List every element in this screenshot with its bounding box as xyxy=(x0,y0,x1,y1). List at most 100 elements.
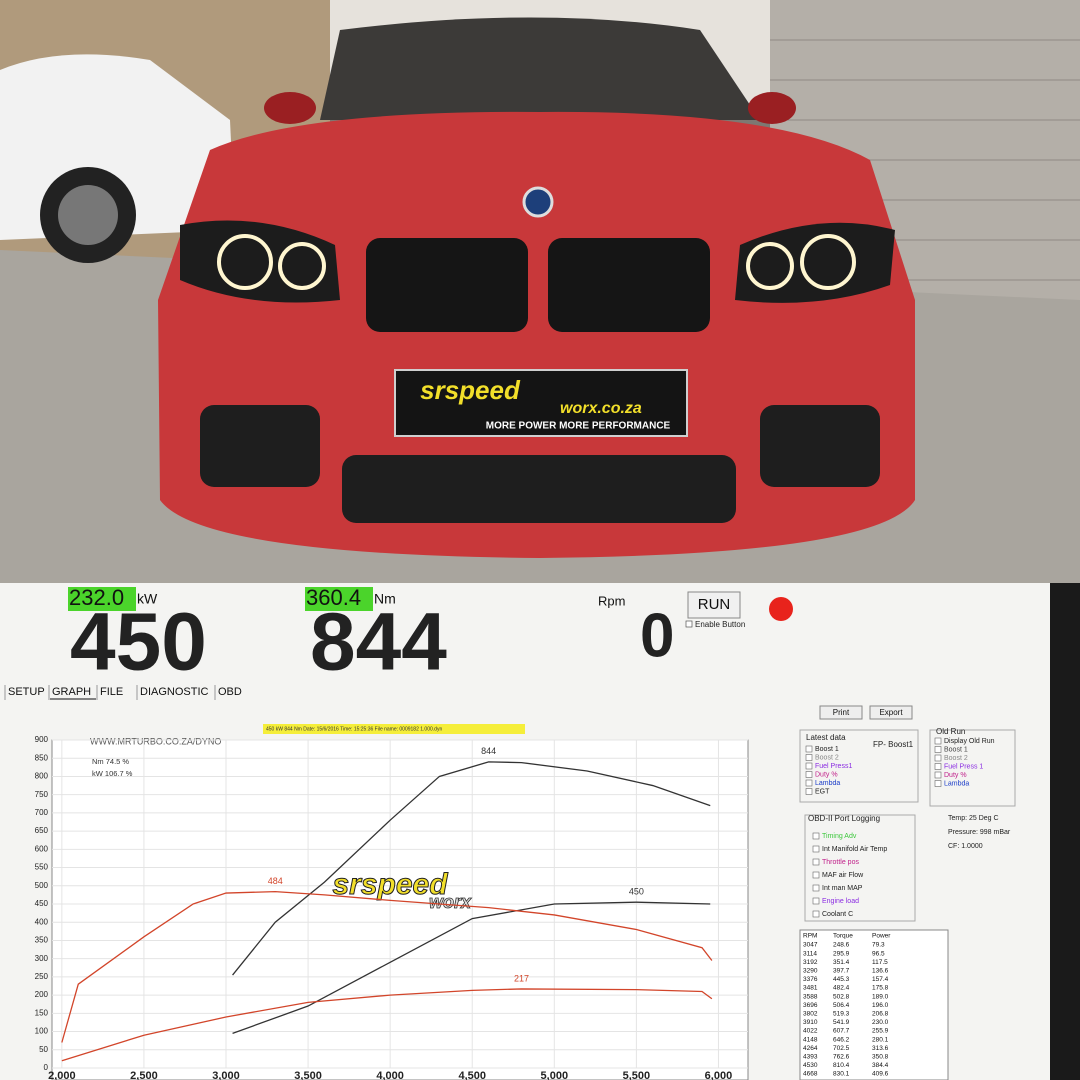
checkbox-label: Fuel Press 1 xyxy=(944,763,983,770)
checkbox[interactable] xyxy=(805,779,813,787)
checkbox[interactable] xyxy=(812,871,820,879)
y-tick-label: 800 xyxy=(35,772,49,781)
checkbox[interactable] xyxy=(812,845,820,853)
table-cell: 3376 xyxy=(803,976,818,983)
checkbox[interactable] xyxy=(805,788,813,795)
enable-button-label: Enable Button xyxy=(695,620,745,629)
x-tick-label: 3,500 xyxy=(294,1070,322,1080)
button[interactable] xyxy=(819,705,863,720)
checkbox[interactable] xyxy=(805,745,813,753)
checkbox[interactable] xyxy=(812,884,820,892)
checkbox-label: Duty % xyxy=(944,772,967,779)
graph-logo-sub: worx xyxy=(429,892,472,912)
table-cell: 506.4 xyxy=(833,1002,850,1009)
table-cell: 810.4 xyxy=(833,1062,850,1069)
checkbox-label: Boost 1 xyxy=(944,746,968,753)
checkbox[interactable] xyxy=(934,771,942,779)
car-photo: srspeed worx.co.za MORE POWER MORE PERFO… xyxy=(0,0,1080,583)
table-cell: 206.8 xyxy=(872,1011,889,1018)
checkbox[interactable] xyxy=(934,737,942,745)
table-cell: 3696 xyxy=(803,1002,818,1009)
checkbox[interactable] xyxy=(685,620,693,628)
y-tick-label: 650 xyxy=(35,826,49,835)
table-cell: 350.8 xyxy=(872,1054,889,1061)
y-tick-label: 700 xyxy=(35,808,49,817)
run-button[interactable] xyxy=(687,591,741,619)
checkbox-label: Int Manifold Air Temp xyxy=(822,846,887,853)
y-tick-label: 0 xyxy=(44,1063,49,1072)
checkbox-label: Coolant C xyxy=(822,911,853,918)
y-tick-label: 50 xyxy=(39,1045,48,1054)
tab[interactable]: FILE xyxy=(100,686,123,698)
graph-note: kW 106.7 % xyxy=(92,769,133,778)
table-cell: 4530 xyxy=(803,1062,818,1069)
checkbox-label: Lambda xyxy=(944,780,969,787)
table-cell: 409.6 xyxy=(872,1071,889,1078)
kw-big: 450 xyxy=(70,597,207,688)
tab[interactable]: OBD xyxy=(218,686,242,698)
table-cell: 230.0 xyxy=(872,1019,889,1026)
table-cell: 397.7 xyxy=(833,968,850,975)
table-cell: 541.9 xyxy=(833,1019,850,1026)
y-tick-label: 750 xyxy=(35,790,49,799)
x-tick-label: 4,500 xyxy=(458,1070,486,1080)
x-tick-label: 2,500 xyxy=(130,1070,158,1080)
checkbox-label: Duty % xyxy=(815,771,838,778)
checkbox[interactable] xyxy=(934,763,942,770)
condition: Temp: 25 Deg C xyxy=(948,815,999,822)
checkbox[interactable] xyxy=(812,897,820,905)
latest-data-title: Latest data xyxy=(806,733,846,742)
graph-logo: srspeed xyxy=(332,868,448,901)
data-line xyxy=(61,988,713,1062)
checkbox[interactable] xyxy=(812,832,820,840)
checkbox[interactable] xyxy=(812,910,820,918)
table-cell: 3290 xyxy=(803,968,818,975)
table-cell: 3910 xyxy=(803,1019,818,1026)
peak-label: 217 xyxy=(514,973,529,983)
table-cell: 646.2 xyxy=(833,1036,850,1043)
tab[interactable]: SETUP xyxy=(8,686,45,698)
nm-highlight xyxy=(305,587,373,611)
y-tick-label: 900 xyxy=(35,735,49,744)
y-tick-label: 600 xyxy=(35,844,49,853)
button[interactable] xyxy=(869,705,913,720)
y-tick-label: 450 xyxy=(35,899,49,908)
table-cell: 482.4 xyxy=(833,985,850,992)
table-header: Power xyxy=(872,933,891,940)
table-cell: 79.3 xyxy=(872,942,885,949)
checkbox-label: Engine load xyxy=(822,898,859,905)
tab[interactable]: DIAGNOSTIC xyxy=(140,686,209,698)
plate-tagline: MORE POWER MORE PERFORMANCE xyxy=(486,421,671,432)
y-tick-label: 200 xyxy=(35,990,49,999)
checkbox[interactable] xyxy=(805,771,813,778)
table-cell: 3047 xyxy=(803,942,818,949)
nm-big: 844 xyxy=(310,597,447,688)
table-cell: 157.4 xyxy=(872,976,889,983)
table-cell: 702.5 xyxy=(833,1045,850,1052)
table-cell: 3481 xyxy=(803,985,818,992)
tab[interactable]: GRAPH xyxy=(52,686,91,698)
nm-unit: Nm xyxy=(374,591,396,607)
checkbox-label: Fuel Press1 xyxy=(815,763,852,770)
graph-info: 450 kW 844 Nm Date: 15/6/2016 Time: 15:2… xyxy=(266,726,442,732)
peak-label: 484 xyxy=(268,876,283,886)
button-label: Print xyxy=(833,708,850,717)
table-cell: 445.3 xyxy=(833,976,850,983)
checkbox[interactable] xyxy=(805,762,813,770)
checkbox[interactable] xyxy=(934,754,942,762)
condition: Pressure: 998 mBar xyxy=(948,829,1011,836)
y-tick-label: 350 xyxy=(35,936,49,945)
checkbox[interactable] xyxy=(805,754,813,761)
checkbox[interactable] xyxy=(812,858,820,866)
x-tick-label: 2,000 xyxy=(48,1070,76,1080)
checkbox[interactable] xyxy=(934,780,942,787)
table-cell: 3802 xyxy=(803,1011,818,1018)
table-header: RPM xyxy=(803,933,817,940)
checkbox-label: Throttle pos xyxy=(822,859,859,866)
checkbox[interactable] xyxy=(934,746,942,753)
table-cell: 175.8 xyxy=(872,985,889,992)
monitor-bezel xyxy=(1050,583,1080,1080)
table-cell: 4148 xyxy=(803,1036,818,1043)
table-cell: 248.6 xyxy=(833,942,850,949)
